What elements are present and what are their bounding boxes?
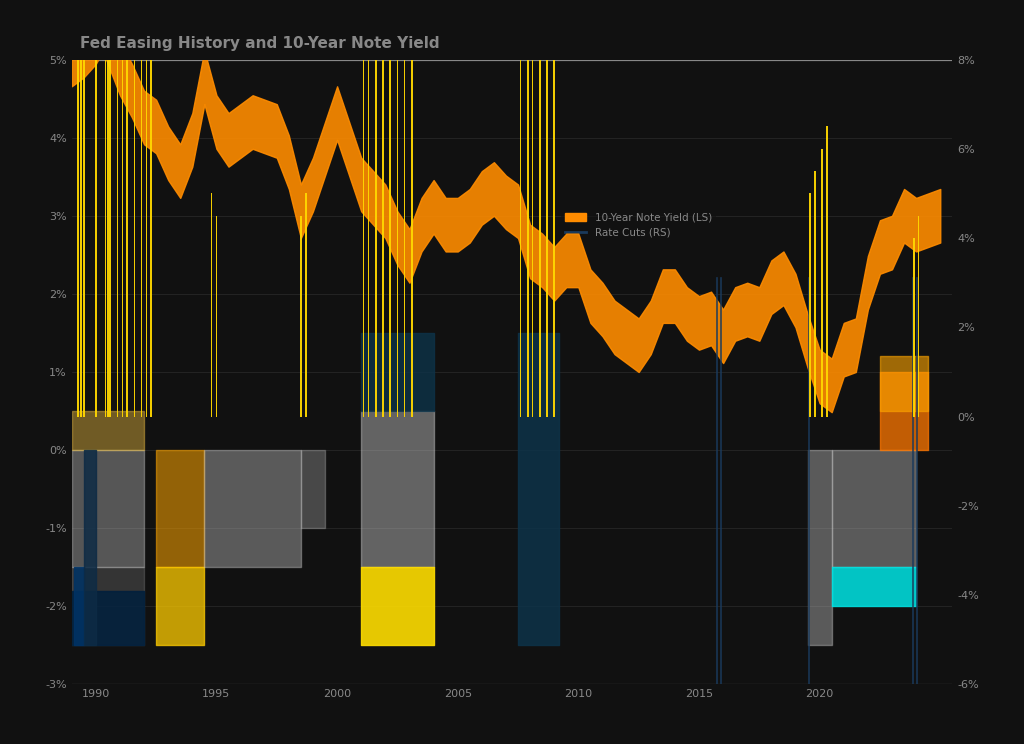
Bar — [151, 0, 153, 417]
Bar — [300, 216, 302, 417]
Bar — [145, 15, 147, 417]
Bar — [546, 15, 548, 417]
Bar — [821, 149, 823, 417]
Bar — [95, 0, 96, 417]
Bar — [117, 0, 119, 417]
Bar — [216, 216, 217, 417]
Bar — [368, 0, 370, 417]
Bar — [382, 0, 384, 417]
Legend: 10-Year Note Yield (LS), Rate Cuts (RS): 10-Year Note Yield (LS), Rate Cuts (RS) — [561, 208, 716, 242]
Bar — [411, 0, 413, 417]
Bar — [305, 193, 306, 417]
Bar — [826, 126, 827, 417]
Bar — [526, 0, 528, 417]
Bar — [141, 0, 142, 417]
Bar — [553, 60, 555, 417]
Bar — [912, 238, 914, 417]
Bar — [809, 193, 811, 417]
Bar — [108, 0, 109, 417]
Bar — [539, 0, 541, 417]
Bar — [531, 0, 534, 417]
Bar — [918, 216, 920, 417]
Bar — [814, 171, 816, 417]
Text: Fed Easing History and 10-Year Note Yield: Fed Easing History and 10-Year Note Yiel… — [81, 36, 440, 51]
Bar — [519, 0, 521, 417]
Bar — [104, 0, 106, 417]
Bar — [77, 0, 79, 417]
Bar — [83, 0, 85, 417]
Bar — [403, 0, 406, 417]
Bar — [362, 15, 365, 417]
Bar — [126, 0, 128, 417]
Bar — [211, 193, 212, 417]
Bar — [396, 0, 398, 417]
Bar — [122, 0, 123, 417]
Bar — [389, 0, 391, 417]
Bar — [110, 0, 112, 417]
Bar — [133, 0, 135, 417]
Bar — [375, 0, 377, 417]
Bar — [81, 0, 82, 417]
